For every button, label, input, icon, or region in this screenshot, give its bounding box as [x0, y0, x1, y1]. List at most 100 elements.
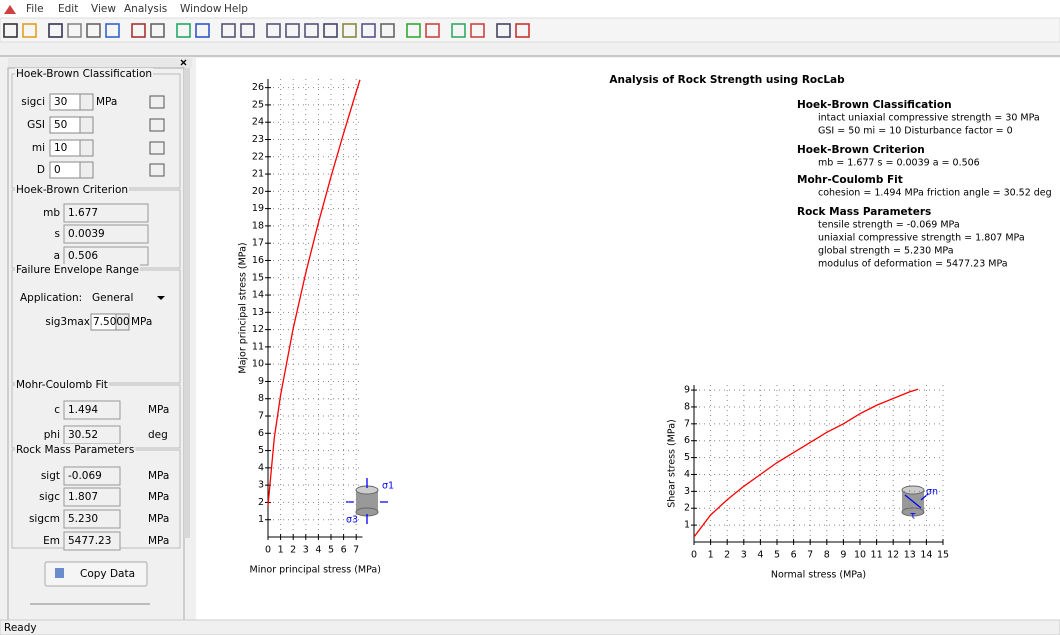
spinner[interactable]: [80, 140, 93, 156]
copy-data-label: Copy Data: [80, 568, 135, 580]
field-unit: MPa: [131, 316, 152, 328]
group-title: Rock Mass Parameters: [16, 444, 134, 456]
menu-item[interactable]: File: [26, 3, 44, 15]
y-tick-label: 20: [252, 186, 264, 197]
field-value: 30.52: [68, 429, 98, 441]
field-value: 7.5000: [93, 316, 130, 328]
field-value: 10: [54, 142, 67, 154]
group-title: Failure Envelope Range: [16, 264, 139, 276]
field-value: 1.494: [68, 404, 98, 416]
field-value: 5477.23: [68, 535, 111, 547]
menu-item[interactable]: Help: [224, 3, 248, 15]
y-tick-label: 3: [258, 480, 264, 491]
field-label: Em: [43, 535, 60, 547]
analysis-view: [196, 58, 1060, 620]
x-tick-label: 4: [757, 550, 763, 561]
y-tick-label: 4: [258, 462, 264, 473]
report-line: mb = 1.677 s = 0.0039 a = 0.506: [818, 158, 980, 169]
field-value: 1.807: [68, 491, 98, 503]
field-label: sigci: [21, 96, 45, 108]
x-axis-label: Normal stress (MPa): [771, 570, 866, 581]
menu-item[interactable]: Window: [180, 3, 222, 15]
menu-item[interactable]: View: [91, 3, 116, 15]
y-tick-label: 6: [684, 435, 690, 446]
y-tick-label: 4: [684, 469, 690, 480]
report-heading: Mohr-Coulomb Fit: [797, 174, 903, 186]
panel-header: [8, 58, 192, 68]
field-unit: deg: [148, 429, 168, 441]
y-tick-label: 7: [258, 411, 264, 422]
group-title: Hoek-Brown Criterion: [16, 184, 128, 196]
dropdown-value[interactable]: General: [92, 292, 133, 304]
report-line: tensile strength = -0.069 MPa: [818, 220, 960, 231]
field-value: 50: [54, 119, 67, 131]
y-tick-label: 25: [252, 99, 264, 110]
y-tick-label: 16: [252, 255, 264, 266]
status-text: Ready: [4, 622, 37, 634]
y-tick-label: 2: [258, 497, 264, 508]
x-tick-label: 7: [807, 550, 813, 561]
spinner[interactable]: [80, 117, 93, 133]
menu-item[interactable]: Edit: [58, 3, 78, 15]
y-tick-label: 9: [684, 385, 690, 396]
field-label: s: [55, 228, 60, 240]
y-tick-label: 1: [258, 514, 264, 525]
spinner[interactable]: [80, 94, 93, 110]
x-tick-label: 11: [871, 550, 883, 561]
report-line: GSI = 50 mi = 10 Disturbance factor = 0: [818, 126, 1013, 137]
field-value: 0: [54, 164, 61, 176]
x-tick-label: 2: [290, 545, 296, 556]
x-tick-label: 10: [854, 550, 866, 561]
field-value: 5.230: [68, 513, 98, 525]
y-tick-label: 7: [684, 418, 690, 429]
field-unit: MPa: [148, 535, 169, 547]
field-unit: MPa: [148, 513, 169, 525]
menu-item[interactable]: Analysis: [124, 3, 167, 15]
x-tick-label: 1: [278, 545, 284, 556]
y-tick-label: 2: [684, 503, 690, 514]
roclab-window: Ready σ1 σ3 σn τ Analysis of Rock Streng…: [0, 0, 1060, 635]
y-tick-label: 5: [258, 445, 264, 456]
spinner[interactable]: [80, 162, 93, 178]
field-label: sig3max: [45, 316, 90, 328]
field-unit: MPa: [148, 404, 169, 416]
y-tick-label: 24: [252, 117, 264, 128]
status-bar: [0, 620, 1060, 635]
report-line: cohesion = 1.494 MPa friction angle = 30…: [818, 188, 1052, 199]
x-tick-label: 1: [708, 550, 714, 561]
field-value: 30: [54, 96, 67, 108]
copy-icon: [55, 568, 64, 578]
y-tick-label: 8: [684, 401, 690, 412]
field-value: 0.506: [68, 250, 98, 262]
x-tick-label: 15: [937, 550, 949, 561]
field-label: D: [37, 164, 45, 176]
y-tick-label: 12: [252, 324, 264, 335]
field-label: mi: [32, 142, 45, 154]
x-tick-label: 7: [353, 545, 359, 556]
field-label: GSI: [27, 119, 45, 131]
y-tick-label: 14: [252, 290, 264, 301]
x-tick-label: 6: [341, 545, 347, 556]
x-tick-label: 2: [724, 550, 730, 561]
icon-label: σ1: [382, 481, 394, 492]
y-tick-label: 15: [252, 272, 264, 283]
field-label: sigt: [41, 470, 60, 482]
group-title: Hoek-Brown Classification: [16, 68, 152, 80]
field-value: 0.0039: [68, 228, 105, 240]
y-tick-label: 18: [252, 220, 264, 231]
y-tick-label: 9: [258, 376, 264, 387]
x-tick-label: 4: [315, 545, 321, 556]
sidebar-scrollbar[interactable]: [184, 68, 190, 538]
field-label: sigcm: [29, 513, 60, 525]
report-line: modulus of deformation = 5477.23 MPa: [818, 259, 1008, 270]
x-tick-label: 13: [904, 550, 916, 561]
separator: [0, 55, 1060, 57]
group-title: Mohr-Coulomb Fit: [16, 379, 108, 391]
x-tick-label: 0: [265, 545, 271, 556]
field-value: -0.069: [68, 470, 102, 482]
report-line: intact uniaxial compressive strength = 3…: [818, 113, 1040, 124]
y-tick-label: 11: [252, 341, 264, 352]
y-axis-label: Shear stress (MPa): [667, 419, 678, 508]
report-line: uniaxial compressive strength = 1.807 MP…: [818, 233, 1025, 244]
y-tick-label: 23: [252, 134, 264, 145]
